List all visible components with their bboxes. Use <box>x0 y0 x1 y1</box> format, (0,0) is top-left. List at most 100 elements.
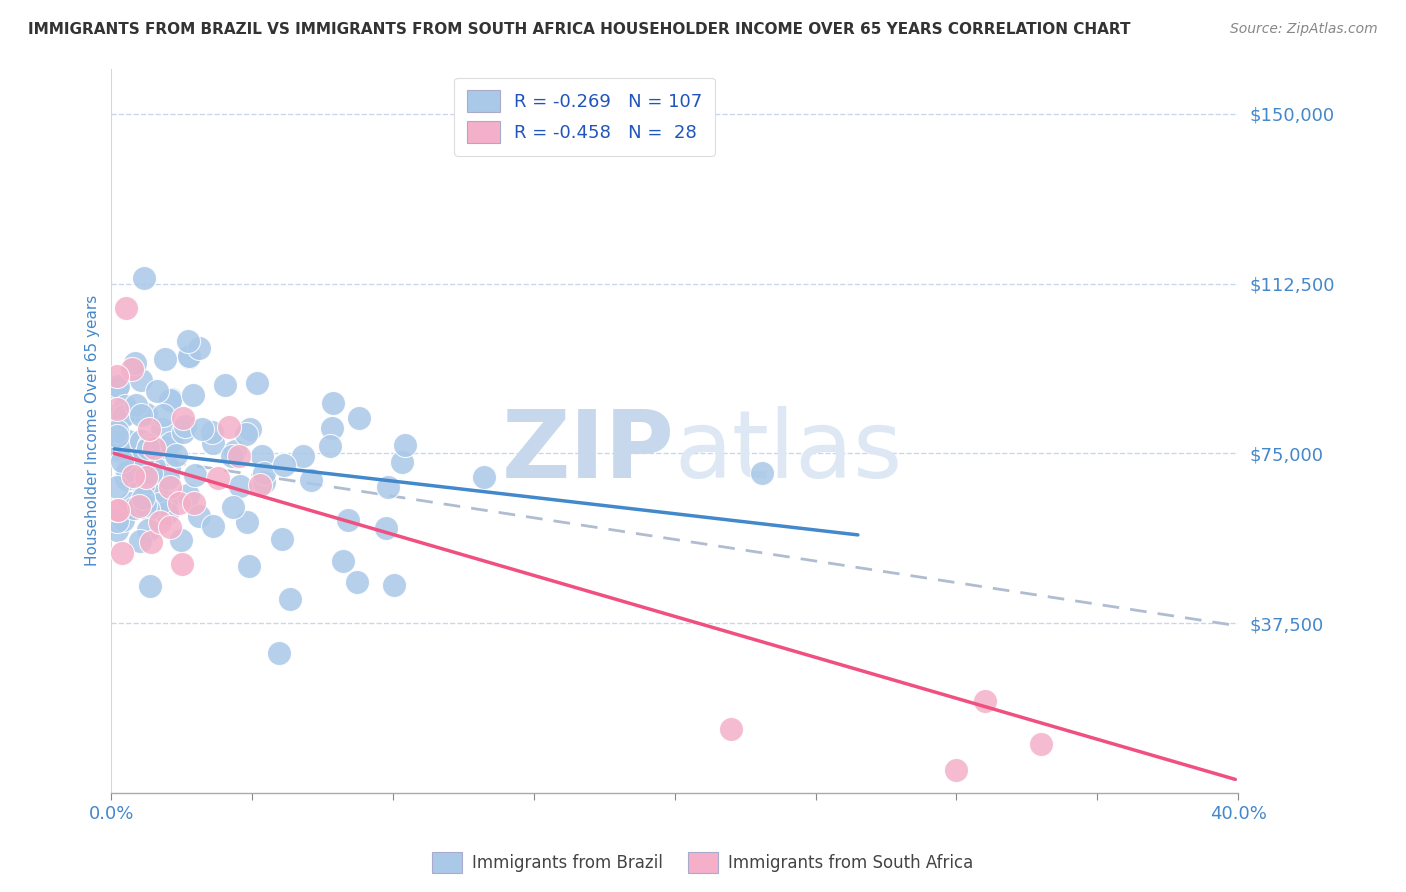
Point <box>112 409 135 423</box>
Point <box>114 301 136 315</box>
Point <box>179 349 201 363</box>
Point <box>751 466 773 480</box>
Point <box>201 425 224 439</box>
Point <box>973 694 995 708</box>
Point <box>114 399 136 413</box>
Point <box>132 491 155 505</box>
Point <box>165 448 187 462</box>
Point <box>349 411 371 425</box>
Point <box>249 477 271 491</box>
Point <box>246 376 269 390</box>
Point <box>238 422 260 436</box>
Point <box>105 381 128 395</box>
Point <box>114 472 136 486</box>
Point <box>105 514 128 528</box>
Point <box>250 449 273 463</box>
Point <box>153 351 176 366</box>
Point <box>132 450 155 464</box>
Point <box>159 392 181 406</box>
Point <box>377 480 399 494</box>
Point <box>124 355 146 369</box>
Point <box>121 469 143 483</box>
Point <box>122 500 145 515</box>
Point <box>720 722 742 736</box>
Point <box>346 574 368 589</box>
Point <box>187 508 209 523</box>
Point <box>135 484 157 499</box>
Point <box>152 408 174 422</box>
Point <box>155 495 177 509</box>
Point <box>188 341 211 355</box>
Point <box>170 533 193 547</box>
Point <box>184 467 207 482</box>
Y-axis label: Householder Income Over 65 years: Householder Income Over 65 years <box>86 295 100 566</box>
Point <box>107 378 129 392</box>
Point <box>141 534 163 549</box>
Legend: Immigrants from Brazil, Immigrants from South Africa: Immigrants from Brazil, Immigrants from … <box>426 846 980 880</box>
Point <box>121 361 143 376</box>
Point <box>177 488 200 502</box>
Point <box>131 373 153 387</box>
Point <box>224 444 246 458</box>
Point <box>172 411 194 425</box>
Point <box>145 384 167 399</box>
Point <box>253 467 276 481</box>
Point <box>228 449 250 463</box>
Point <box>138 441 160 455</box>
Point <box>105 369 128 384</box>
Point <box>299 473 322 487</box>
Point <box>214 378 236 392</box>
Point <box>319 439 342 453</box>
Point <box>120 405 142 419</box>
Point <box>382 578 405 592</box>
Point <box>236 515 259 529</box>
Point <box>107 424 129 438</box>
Point <box>174 418 197 433</box>
Point <box>107 443 129 458</box>
Point <box>183 495 205 509</box>
Point <box>159 479 181 493</box>
Point <box>141 466 163 480</box>
Point <box>201 435 224 450</box>
Point <box>139 453 162 467</box>
Point <box>472 469 495 483</box>
Point <box>160 436 183 450</box>
Point <box>267 646 290 660</box>
Text: ZIP: ZIP <box>502 407 675 499</box>
Point <box>128 455 150 469</box>
Point <box>321 420 343 434</box>
Point <box>221 449 243 463</box>
Point <box>179 350 201 364</box>
Point <box>150 422 173 436</box>
Point <box>292 450 315 464</box>
Point <box>394 438 416 452</box>
Point <box>145 484 167 499</box>
Point <box>159 520 181 534</box>
Point <box>222 500 245 515</box>
Point <box>132 478 155 492</box>
Point <box>229 479 252 493</box>
Legend: R = -0.269   N = 107, R = -0.458   N =  28: R = -0.269 N = 107, R = -0.458 N = 28 <box>454 78 714 156</box>
Point <box>136 501 159 516</box>
Point <box>129 408 152 422</box>
Point <box>139 579 162 593</box>
Point <box>191 422 214 436</box>
Point <box>111 454 134 468</box>
Point <box>148 497 170 511</box>
Point <box>118 496 141 510</box>
Point <box>115 467 138 481</box>
Point <box>181 388 204 402</box>
Point <box>136 523 159 537</box>
Point <box>129 533 152 548</box>
Point <box>149 515 172 529</box>
Point <box>332 554 354 568</box>
Point <box>105 503 128 517</box>
Point <box>134 498 156 512</box>
Point <box>375 521 398 535</box>
Point <box>129 434 152 448</box>
Point <box>111 513 134 527</box>
Point <box>1029 737 1052 751</box>
Point <box>167 496 190 510</box>
Point <box>105 480 128 494</box>
Point <box>111 546 134 560</box>
